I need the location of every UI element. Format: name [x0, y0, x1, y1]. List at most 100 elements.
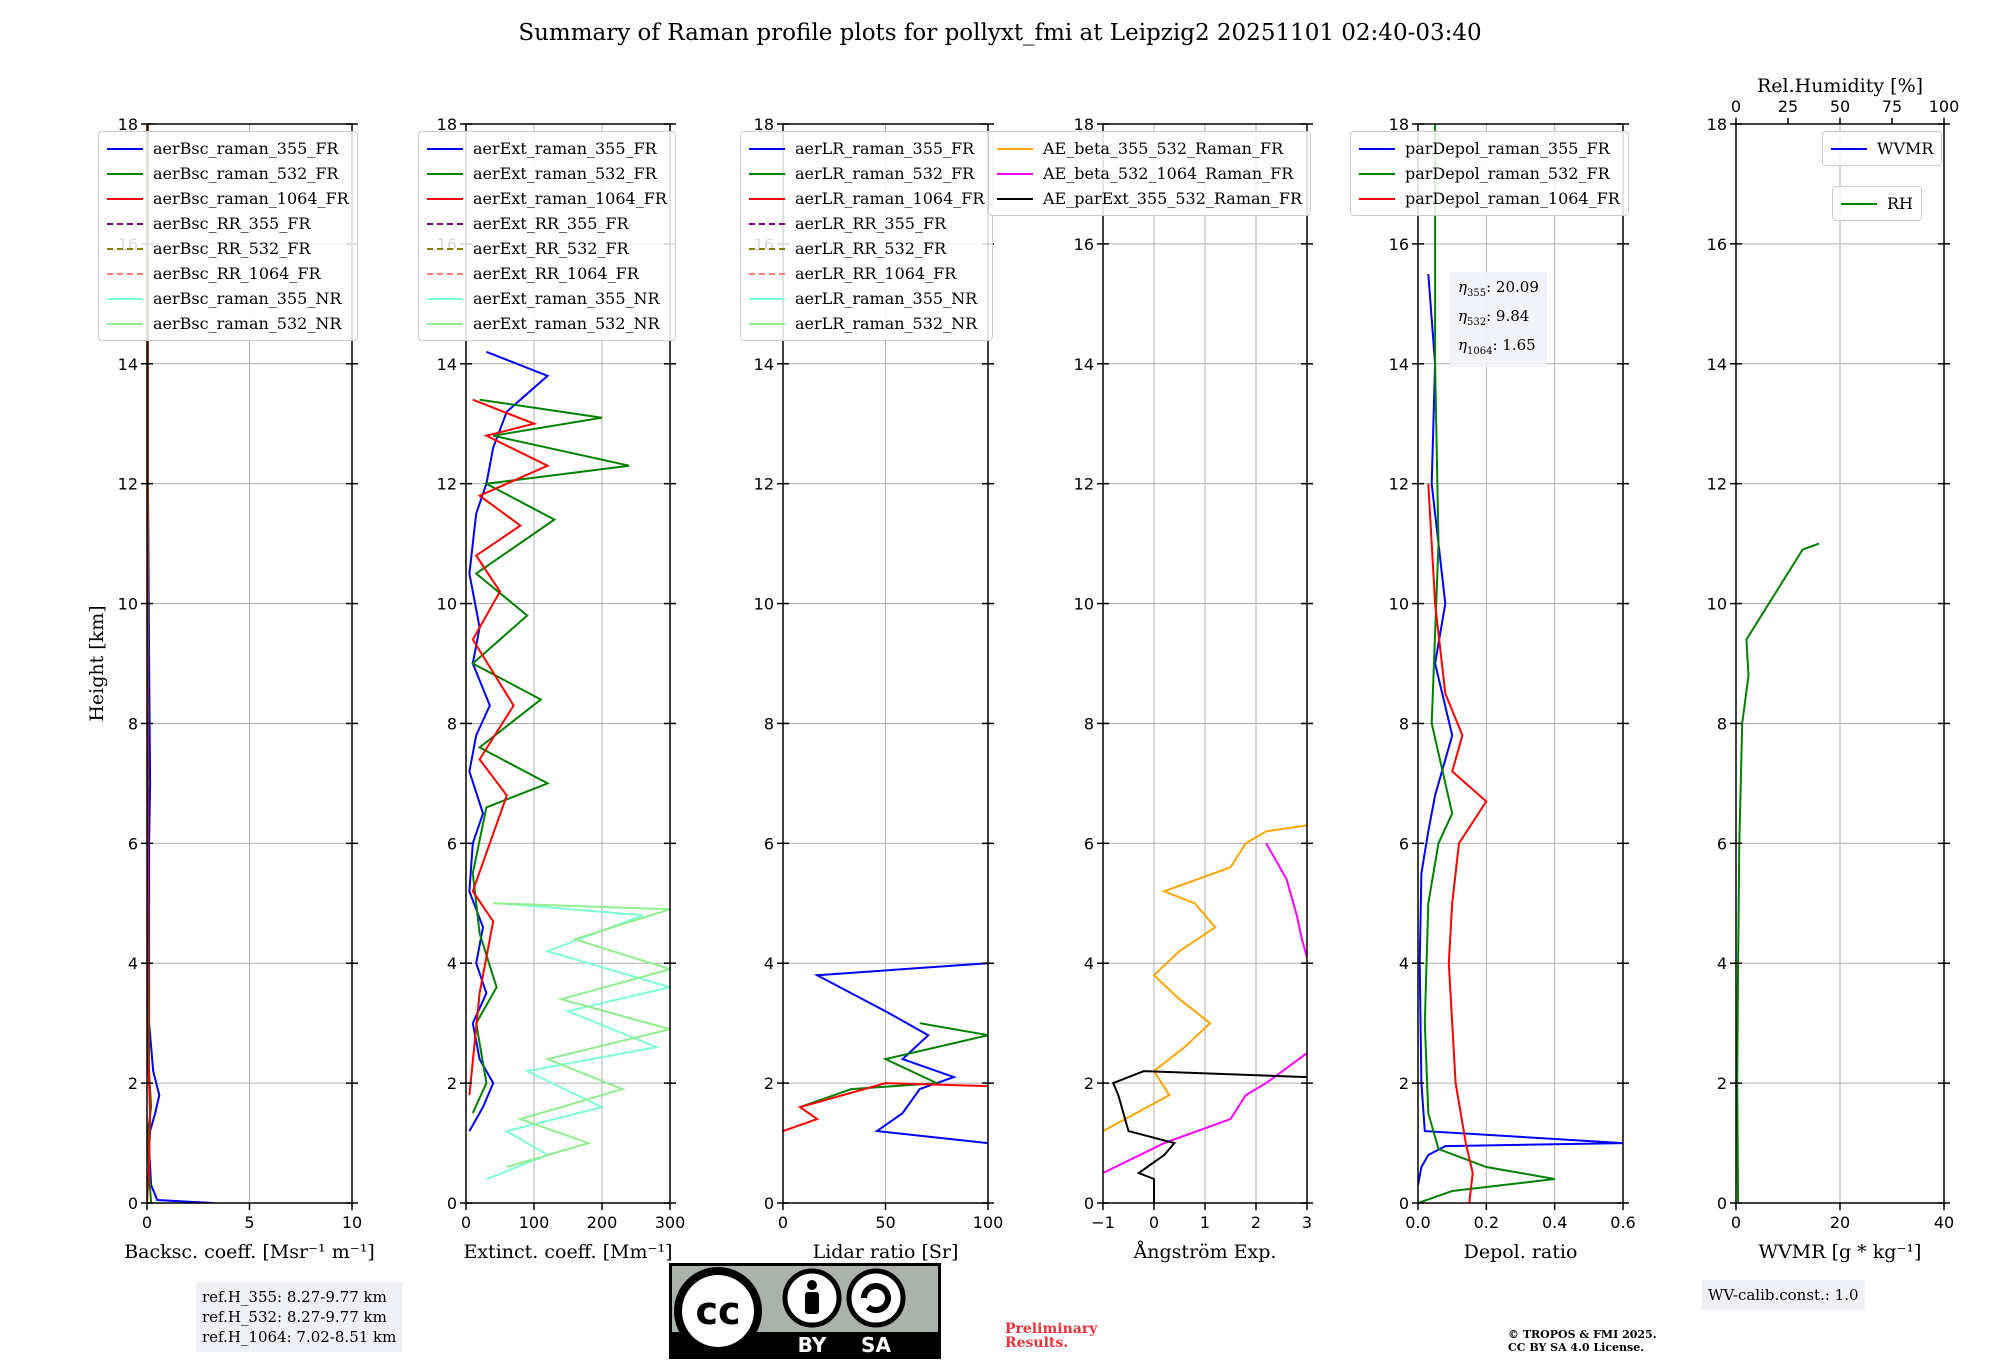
legend-swatch — [749, 247, 785, 250]
y-tick-label: 18 — [1074, 115, 1094, 134]
series-aerbsc-raman-355-fr — [147, 124, 213, 1203]
legend-swatch — [427, 197, 463, 200]
legend-entry: parDepol_raman_532_FR — [1359, 161, 1620, 186]
legend-swatch — [749, 147, 785, 150]
legend-entry: aerBsc_raman_355_NR — [107, 286, 349, 311]
legend-swatch — [427, 172, 463, 175]
legend-swatch — [107, 247, 143, 250]
legend-entry: aerLR_raman_532_NR — [749, 311, 984, 336]
y-tick-label: 12 — [754, 475, 774, 494]
x-tick-label: 5 — [244, 1213, 254, 1232]
by-person-head — [807, 1280, 817, 1290]
y-tick-label: 14 — [118, 355, 138, 374]
legend-label: RH — [1887, 194, 1913, 213]
legend-swatch — [427, 222, 463, 225]
legend-swatch — [427, 297, 463, 300]
y-tick-label: 2 — [764, 1074, 774, 1093]
legend-label: AE_beta_532_1064_Raman_FR — [1043, 164, 1294, 183]
legend-label: aerExt_RR_1064_FR — [473, 264, 639, 283]
eta-355: η355: 20.09 — [1458, 278, 1539, 299]
panel-lr: 024681012141618050100Lidar ratio [Sr] — [754, 115, 1004, 1263]
legend-swatch — [749, 297, 785, 300]
legend-entry: aerBsc_raman_532_NR — [107, 311, 349, 336]
y-tick-label: 12 — [1074, 475, 1094, 494]
legend-label: aerLR_RR_355_FR — [795, 214, 947, 233]
y-tick-label: 10 — [437, 595, 457, 614]
legend-swatch — [1359, 172, 1395, 175]
y-tick-label: 6 — [1084, 834, 1094, 853]
legend-swatch — [427, 322, 463, 325]
legend-swatch — [107, 322, 143, 325]
legend-entry: aerBsc_RR_355_FR — [107, 211, 349, 236]
y-tick-label: 12 — [1707, 475, 1727, 494]
y-tick-label: 18 — [437, 115, 457, 134]
legend-label: aerLR_raman_355_NR — [795, 289, 978, 308]
copyright-line-2: CC BY SA 4.0 License. — [1508, 1341, 1645, 1354]
legend-entry: parDepol_raman_355_FR — [1359, 136, 1620, 161]
axes-frame — [465, 123, 671, 1204]
legend-entry: aerExt_RR_532_FR — [427, 236, 667, 261]
series-pardepol-raman-1064-fr — [1427, 483, 1488, 1203]
legend-label: aerLR_RR_1064_FR — [795, 264, 957, 283]
series-ae-beta-532-1064-raman-fr-upper — [1265, 842, 1307, 958]
y-tick-label: 14 — [1389, 355, 1409, 374]
legend-label: aerLR_RR_532_FR — [795, 239, 947, 258]
y-tick-label: 18 — [754, 115, 774, 134]
sa-share-alike-icon — [846, 1268, 906, 1328]
legend-label: parDepol_raman_532_FR — [1405, 164, 1610, 183]
legend-entry: aerExt_raman_532_NR — [427, 311, 667, 336]
y-tick-label: 4 — [1717, 954, 1727, 973]
legend-label: AE_parExt_355_532_Raman_FR — [1043, 189, 1302, 208]
x-tick-label: 200 — [587, 1213, 618, 1232]
x-axis-label: Extinct. coeff. [Mm⁻¹] — [463, 1241, 672, 1263]
legend-label: aerExt_raman_1064_FR — [473, 189, 667, 208]
preliminary-line-1: Preliminary — [1005, 1321, 1098, 1337]
legend-rh: RH — [1832, 186, 1922, 221]
legend-entry: aerLR_RR_355_FR — [749, 211, 984, 236]
legend-swatch — [427, 272, 463, 275]
x-tick-label: 0 — [142, 1213, 152, 1232]
legend-label: aerExt_raman_355_NR — [473, 289, 660, 308]
y-tick-label: 8 — [447, 714, 457, 733]
legend-label: aerBsc_raman_532_NR — [153, 314, 342, 333]
legend-swatch — [1841, 202, 1877, 205]
y-tick-label: 0 — [1717, 1194, 1727, 1213]
legend-swatch — [749, 222, 785, 225]
x-tick-label: 100 — [519, 1213, 550, 1232]
x-tick-label: 0.6 — [1610, 1213, 1635, 1232]
wv-calib-text: WV-calib.const.: 1.0 — [1708, 1286, 1859, 1304]
legend-entry: aerLR_raman_355_FR — [749, 136, 984, 161]
y-tick-label: 6 — [1399, 834, 1409, 853]
legend-swatch — [427, 247, 463, 250]
ref-h-355: ref.H_355: 8.27-9.77 km — [202, 1288, 387, 1306]
x-tick-label: 0 — [461, 1213, 471, 1232]
series-ae-beta-532-1064-raman-fr — [1103, 1052, 1307, 1174]
legend-depolarization: parDepol_raman_355_FR parDepol_raman_532_… — [1350, 131, 1629, 216]
sa-arrow-icon — [861, 1283, 891, 1314]
y-tick-label: 2 — [1717, 1074, 1727, 1093]
legend-entry: aerExt_raman_355_FR — [427, 136, 667, 161]
by-person-body — [805, 1292, 819, 1314]
y-axis-label: Height [km] — [86, 605, 108, 721]
y-tick-label: 12 — [1389, 475, 1409, 494]
y-tick-label: 18 — [1389, 115, 1409, 134]
legend-label: aerExt_RR_355_FR — [473, 214, 629, 233]
legend-label: aerExt_RR_532_FR — [473, 239, 629, 258]
legend-label: aerLR_raman_355_FR — [795, 139, 975, 158]
series-aerlr-raman-532-fr — [799, 1022, 988, 1109]
y-tick-label: 8 — [1717, 714, 1727, 733]
x-axis-label: Ångström Exp. — [1133, 1241, 1277, 1263]
legend-label: aerLR_raman_532_NR — [795, 314, 978, 333]
eta-355-value: 20.09 — [1495, 278, 1539, 296]
series-pardepol-raman-355-fr — [1418, 273, 1623, 1186]
legend-label: aerBsc_raman_355_FR — [153, 139, 339, 158]
series-aerext-raman-355-nr — [486, 902, 670, 1180]
preliminary-results-note: Preliminary Results. — [1005, 1322, 1097, 1350]
legend-entry: WVMR — [1831, 136, 1933, 161]
x-tick-label: 1 — [1200, 1213, 1210, 1232]
x-tick-label: 20 — [1830, 1213, 1850, 1232]
legend-entry: aerBsc_raman_532_FR — [107, 161, 349, 186]
y-tick-label: 10 — [1074, 595, 1094, 614]
legend-entry: AE_beta_532_1064_Raman_FR — [997, 161, 1302, 186]
